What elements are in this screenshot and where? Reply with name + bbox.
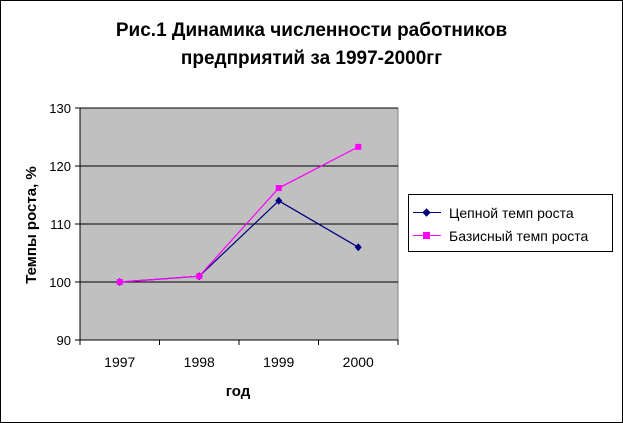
legend-swatch-base (413, 226, 441, 246)
data-point-square (355, 143, 362, 150)
y-tick-label: 130 (49, 101, 71, 116)
data-point-square (196, 273, 203, 280)
data-point-diamond (354, 243, 362, 252)
y-tick-label: 120 (49, 159, 71, 174)
chart-title-line-1: Рис.1 Динамика численности работников (115, 20, 508, 41)
diamond-marker-icon (422, 208, 431, 217)
x-tick-label: 1997 (104, 354, 135, 370)
chart-title-line-2: предприятий за 1997-2000гг (180, 48, 443, 69)
legend-item-base: Базисный темп роста (409, 226, 588, 246)
series-base (116, 143, 362, 285)
data-point-square (116, 279, 123, 285)
legend: Цепной темп роста Базисный темп роста (408, 194, 613, 252)
y-tick-labels: 90 100 110 120 130 (49, 101, 71, 348)
data-point-diamond (275, 196, 283, 205)
y-tick-label: 90 (57, 333, 71, 348)
series-layer (116, 143, 362, 286)
x-tick-label: 2000 (343, 354, 374, 370)
legend-item-chain: Цепной темп роста (409, 203, 574, 223)
series-line (119, 146, 359, 283)
x-tick-label: 1998 (184, 354, 215, 370)
y-tick-label: 110 (50, 217, 71, 232)
y-tick-label: 100 (49, 275, 71, 290)
axes (79, 108, 399, 345)
x-axis-label: год (226, 383, 251, 400)
x-tick-labels: 1997 1998 1999 2000 (104, 354, 374, 370)
legend-label-base: Базисный темп роста (449, 228, 589, 244)
square-marker-icon (423, 232, 430, 239)
x-tick-label: 1999 (263, 354, 294, 370)
legend-label-chain: Цепной темп роста (449, 205, 574, 221)
legend-swatch-chain (413, 203, 441, 223)
data-point-square (275, 185, 282, 192)
y-axis-label: Темпы роста, % (23, 166, 40, 284)
